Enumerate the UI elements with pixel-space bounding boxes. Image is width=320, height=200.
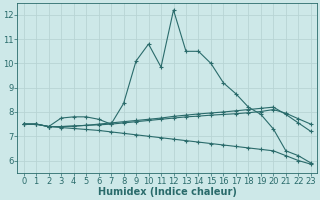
X-axis label: Humidex (Indice chaleur): Humidex (Indice chaleur) <box>98 187 237 197</box>
